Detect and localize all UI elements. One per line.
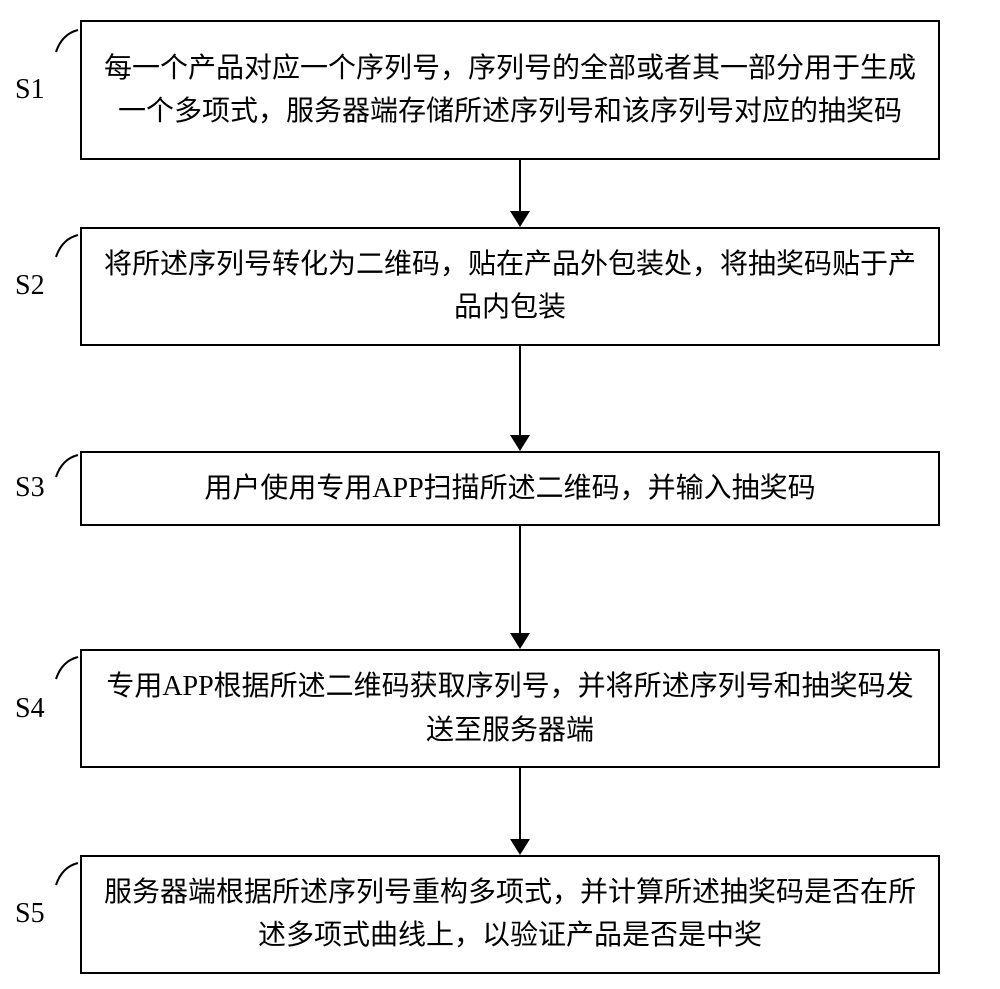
step-text-s2: 将所述序列号转化为二维码，贴在产品外包装处，将抽奖码贴于产品内包装	[104, 243, 916, 330]
step-box-s2: 将所述序列号转化为二维码，贴在产品外包装处，将抽奖码贴于产品内包装	[80, 227, 940, 346]
step-label-s5: S5	[15, 898, 45, 930]
step-text-s1: 每一个产品对应一个序列号，序列号的全部或者其一部分用于生成一个多项式，服务器端存…	[104, 47, 916, 134]
step-row-s5: S5 服务器端根据所述序列号重构多项式，并计算所述抽奖码是否在所述多项式曲线上，…	[80, 855, 960, 974]
arrow-s2-s3	[510, 346, 530, 451]
step-text-s5: 服务器端根据所述序列号重构多项式，并计算所述抽奖码是否在所述多项式曲线上，以验证…	[104, 871, 916, 958]
label-tick-s2	[52, 233, 80, 261]
step-box-s5: 服务器端根据所述序列号重构多项式，并计算所述抽奖码是否在所述多项式曲线上，以验证…	[80, 855, 940, 974]
step-label-s1: S1	[15, 74, 45, 106]
arrow-s3-s4	[510, 526, 530, 649]
step-row-s3: S3 用户使用专用APP扫描所述二维码，并输入抽奖码	[80, 451, 960, 526]
label-tick-s5	[52, 861, 80, 889]
step-box-s3: 用户使用专用APP扫描所述二维码，并输入抽奖码	[80, 451, 940, 526]
step-row-s4: S4 专用APP根据所述二维码获取序列号，并将所述序列号和抽奖码发送至服务器端	[80, 649, 960, 768]
arrow-s4-s5	[510, 768, 530, 855]
step-label-s3: S3	[15, 472, 45, 504]
label-tick-s4	[52, 655, 80, 683]
arrow-s1-s2	[510, 160, 530, 227]
step-text-s3: 用户使用专用APP扫描所述二维码，并输入抽奖码	[204, 467, 815, 510]
label-tick-s3	[52, 453, 80, 481]
step-box-s4: 专用APP根据所述二维码获取序列号，并将所述序列号和抽奖码发送至服务器端	[80, 649, 940, 768]
flowchart-container: S1 每一个产品对应一个序列号，序列号的全部或者其一部分用于生成一个多项式，服务…	[80, 20, 960, 974]
step-label-s4: S4	[15, 693, 45, 725]
step-label-s2: S2	[15, 270, 45, 302]
step-box-s1: 每一个产品对应一个序列号，序列号的全部或者其一部分用于生成一个多项式，服务器端存…	[80, 20, 940, 160]
step-row-s2: S2 将所述序列号转化为二维码，贴在产品外包装处，将抽奖码贴于产品内包装	[80, 227, 960, 346]
step-text-s4: 专用APP根据所述二维码获取序列号，并将所述序列号和抽奖码发送至服务器端	[104, 665, 916, 752]
step-row-s1: S1 每一个产品对应一个序列号，序列号的全部或者其一部分用于生成一个多项式，服务…	[80, 20, 960, 160]
label-tick-s1	[52, 28, 80, 56]
